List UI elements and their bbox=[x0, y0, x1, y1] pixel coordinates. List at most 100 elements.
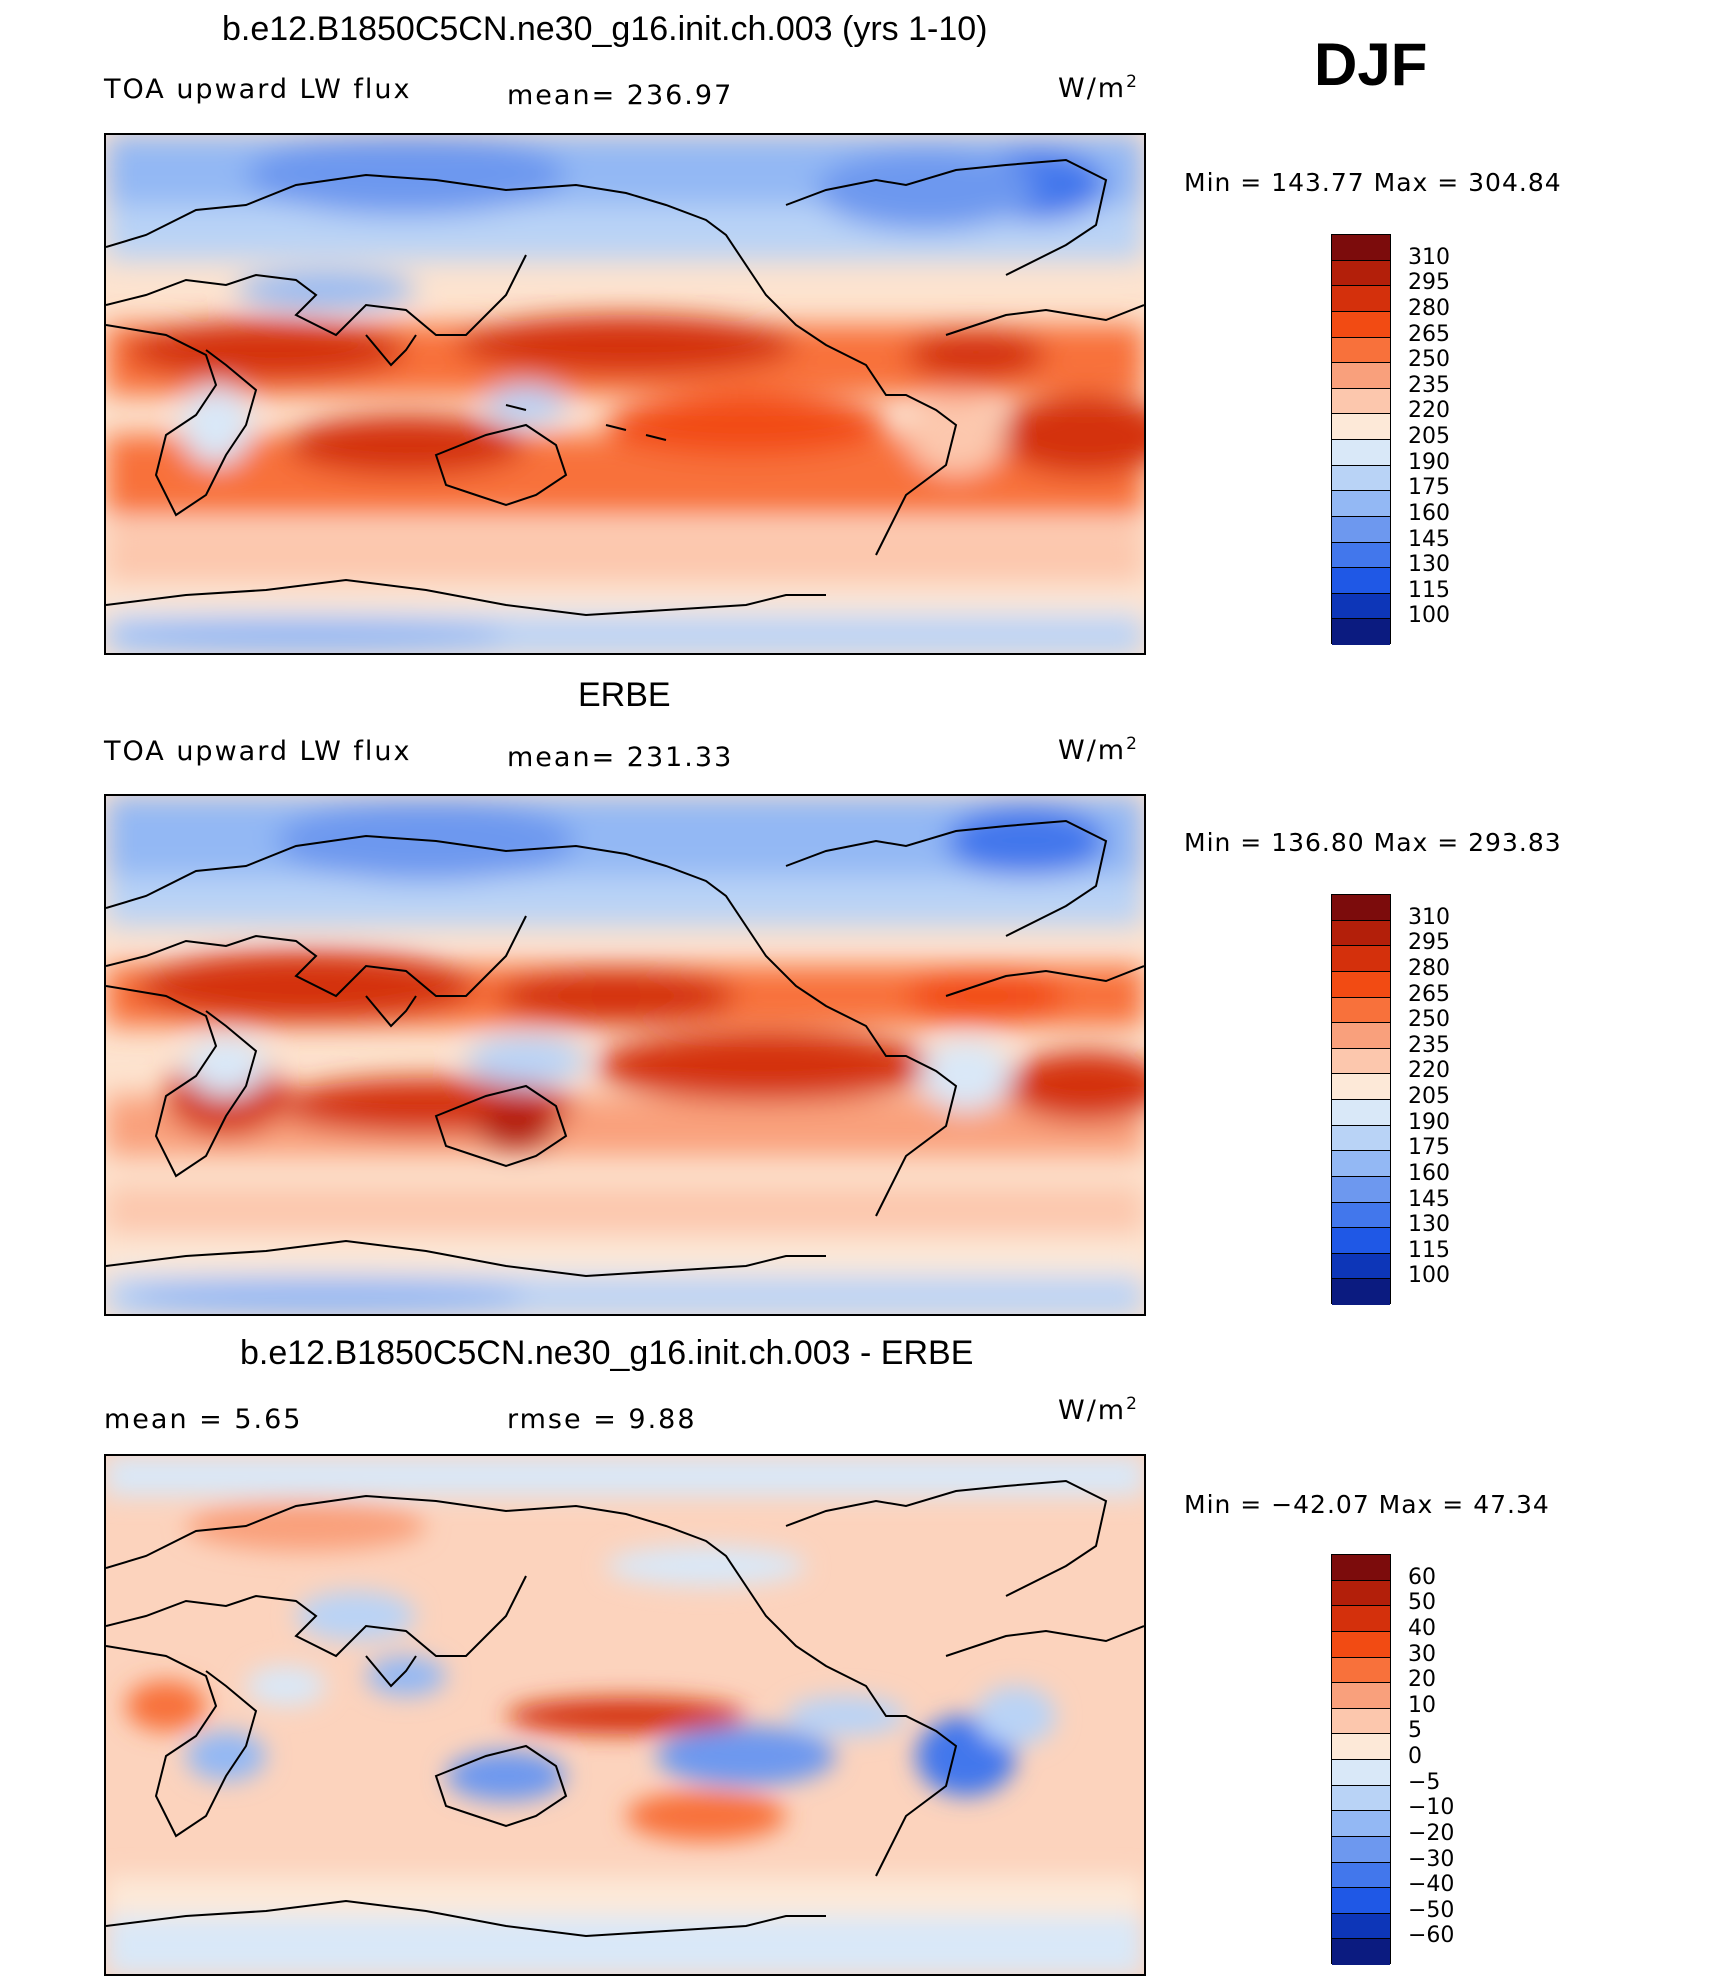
colorbar-tick-label: 160 bbox=[1408, 1160, 1450, 1186]
panel-1-unit-label: W/m2 bbox=[1058, 72, 1139, 104]
colorbar-tick-label: 235 bbox=[1408, 372, 1450, 398]
colorbar-segment bbox=[1332, 1202, 1390, 1229]
panel-2-title: ERBE bbox=[578, 676, 671, 714]
colorbar-segment bbox=[1332, 1939, 1390, 1965]
colorbar-segment bbox=[1332, 1811, 1390, 1837]
colorbar-segment bbox=[1332, 619, 1390, 645]
colorbar-tick-label: 205 bbox=[1408, 424, 1450, 449]
colorbar-segment bbox=[1332, 1074, 1390, 1100]
colorbar-tick-label: 310 bbox=[1408, 244, 1450, 270]
colorbar-segment bbox=[1332, 1176, 1390, 1203]
colorbar-tick-label: 100 bbox=[1408, 603, 1450, 629]
season-label: DJF bbox=[1314, 31, 1428, 98]
colorbar-segment bbox=[1332, 920, 1390, 947]
colorbar-tick-label: 250 bbox=[1408, 1007, 1450, 1033]
colorbar-tick-label: 175 bbox=[1408, 475, 1450, 501]
colorbar-segment bbox=[1332, 971, 1390, 998]
panel-1-map bbox=[104, 133, 1146, 655]
panel-1-title: b.e12.B1850C5CN.ne30_g16.init.ch.003 (yr… bbox=[222, 10, 988, 48]
colorbar-segment bbox=[1332, 516, 1390, 543]
colorbar-tick-label: 190 bbox=[1408, 449, 1450, 475]
colorbar-tick-label: 130 bbox=[1408, 1212, 1450, 1238]
colorbar-segment bbox=[1332, 593, 1390, 620]
colorbar-segment bbox=[1332, 414, 1390, 440]
panel-3-minmax: Min = −42.07 Max = 47.34 bbox=[1184, 1490, 1550, 1519]
colorbar-segment bbox=[1332, 465, 1390, 492]
colorbar-segment bbox=[1332, 1708, 1390, 1735]
panel-2-unit-label: W/m2 bbox=[1058, 734, 1139, 766]
panel-1-variable-label: TOA upward LW flux bbox=[104, 74, 412, 105]
panel-2-colorbar bbox=[1331, 894, 1391, 1305]
colorbar-tick-label: −10 bbox=[1408, 1795, 1455, 1821]
colorbar-segment bbox=[1332, 1631, 1390, 1658]
colorbar-tick-label: 265 bbox=[1408, 321, 1450, 347]
colorbar-tick-label: 265 bbox=[1408, 981, 1450, 1007]
panel-2-mean-label: mean= 231.33 bbox=[507, 742, 734, 773]
panel-1-colorbar bbox=[1331, 234, 1391, 645]
colorbar-segment bbox=[1332, 491, 1390, 517]
panel-3-unit-label: W/m2 bbox=[1058, 1394, 1139, 1426]
colorbar-tick-label: −20 bbox=[1408, 1820, 1455, 1846]
panel-3-rmse-label: rmse = 9.88 bbox=[507, 1404, 697, 1435]
colorbar-segment bbox=[1332, 1888, 1390, 1914]
colorbar-tick-label: 20 bbox=[1408, 1667, 1436, 1693]
colorbar-segment bbox=[1332, 1913, 1390, 1940]
colorbar-tick-label: 30 bbox=[1408, 1641, 1436, 1667]
panel-3-map bbox=[104, 1454, 1146, 1976]
panel-3-colorbar bbox=[1331, 1554, 1391, 1965]
colorbar-tick-label: 160 bbox=[1408, 500, 1450, 526]
colorbar-segment bbox=[1332, 1555, 1390, 1581]
colorbar-tick-label: 220 bbox=[1408, 398, 1450, 424]
colorbar-tick-label: 250 bbox=[1408, 347, 1450, 373]
panel-1-mean-label: mean= 236.97 bbox=[507, 80, 734, 111]
colorbar-segment bbox=[1332, 946, 1390, 972]
colorbar-segment bbox=[1332, 388, 1390, 415]
colorbar-tick-label: 145 bbox=[1408, 1186, 1450, 1212]
colorbar-tick-label: 60 bbox=[1408, 1564, 1436, 1590]
panel-2-minmax: Min = 136.80 Max = 293.83 bbox=[1184, 828, 1562, 857]
colorbar-tick-label: 145 bbox=[1408, 526, 1450, 552]
panel-1-minmax: Min = 143.77 Max = 304.84 bbox=[1184, 168, 1562, 197]
colorbar-tick-label: 5 bbox=[1408, 1718, 1422, 1744]
colorbar-tick-label: −30 bbox=[1408, 1846, 1455, 1872]
colorbar-segment bbox=[1332, 1580, 1390, 1607]
colorbar-segment bbox=[1332, 1683, 1390, 1709]
colorbar-tick-label: 310 bbox=[1408, 904, 1450, 930]
colorbar-tick-label: 295 bbox=[1408, 930, 1450, 956]
colorbar-segment bbox=[1332, 895, 1390, 921]
colorbar-tick-label: −50 bbox=[1408, 1897, 1455, 1923]
panel-2-variable-label: TOA upward LW flux bbox=[104, 736, 412, 767]
colorbar-tick-label: 40 bbox=[1408, 1615, 1436, 1641]
colorbar-segment bbox=[1332, 1862, 1390, 1889]
colorbar-segment bbox=[1332, 1100, 1390, 1126]
colorbar-tick-label: 280 bbox=[1408, 955, 1450, 981]
colorbar-tick-label: 10 bbox=[1408, 1692, 1436, 1718]
colorbar-segment bbox=[1332, 1734, 1390, 1760]
colorbar-segment bbox=[1332, 235, 1390, 261]
colorbar-tick-label: 280 bbox=[1408, 295, 1450, 321]
colorbar-segment bbox=[1332, 1279, 1390, 1305]
colorbar-segment bbox=[1332, 1760, 1390, 1786]
colorbar-segment bbox=[1332, 1228, 1390, 1254]
colorbar-segment bbox=[1332, 440, 1390, 466]
colorbar-segment bbox=[1332, 1125, 1390, 1152]
colorbar-tick-label: 100 bbox=[1408, 1263, 1450, 1289]
colorbar-tick-label: 0 bbox=[1408, 1744, 1422, 1769]
colorbar-tick-label: 235 bbox=[1408, 1032, 1450, 1058]
colorbar-tick-label: 130 bbox=[1408, 552, 1450, 578]
panel-3-title: b.e12.B1850C5CN.ne30_g16.init.ch.003 - E… bbox=[240, 1334, 974, 1372]
colorbar-tick-label: 115 bbox=[1408, 577, 1450, 603]
colorbar-segment bbox=[1332, 286, 1390, 312]
colorbar-segment bbox=[1332, 1836, 1390, 1863]
colorbar-segment bbox=[1332, 1023, 1390, 1049]
colorbar-tick-label: 295 bbox=[1408, 270, 1450, 296]
colorbar-segment bbox=[1332, 1657, 1390, 1684]
colorbar-tick-label: 220 bbox=[1408, 1058, 1450, 1084]
panel-2-map bbox=[104, 794, 1146, 1316]
colorbar-segment bbox=[1332, 1785, 1390, 1812]
panel-3-mean-label: mean = 5.65 bbox=[104, 1404, 303, 1435]
colorbar-tick-label: −60 bbox=[1408, 1923, 1455, 1949]
colorbar-segment bbox=[1332, 568, 1390, 594]
colorbar-tick-label: −40 bbox=[1408, 1872, 1455, 1898]
colorbar-segment bbox=[1332, 997, 1390, 1024]
